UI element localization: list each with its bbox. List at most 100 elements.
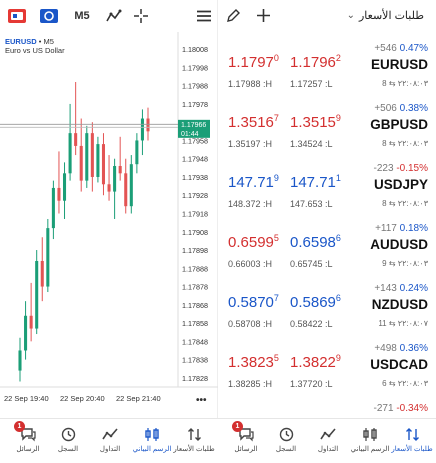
- candle-body: [113, 166, 117, 192]
- candle-body: [96, 144, 100, 177]
- time-axis-label: 22 Sep 20:40: [60, 394, 105, 403]
- quote-row-eurusd[interactable]: +546 0.47% EURUSD 8 ⇆ ٢٢:٠٨:٠٣ 1.17970 1…: [218, 38, 436, 98]
- change-points: +546: [374, 43, 397, 54]
- quote-meta: 8 ⇆ ٢٢:٠٨:٠٣: [382, 139, 428, 148]
- time-axis-label: 22 Sep 19:40: [4, 394, 49, 403]
- ask-price: 1.35159: [290, 113, 341, 131]
- quote-change: -223 -0.15%: [374, 163, 428, 174]
- ask-price: 0.58696: [290, 293, 341, 311]
- candles-icon: [360, 425, 380, 443]
- low-price: 147.653 :L: [290, 199, 333, 209]
- quote-meta: 9 ⇆ ٢٢:٠٨:٠٣: [382, 259, 428, 268]
- bid-main: 1.3823: [228, 354, 274, 371]
- notification-badge: 1: [232, 421, 243, 432]
- high-price: 1.17988 :H: [228, 79, 273, 89]
- price-axis-label: 1.17978: [182, 100, 208, 109]
- chart-timeframe: • M5: [36, 37, 54, 46]
- price-axis-label: 1.17888: [182, 264, 208, 273]
- candle-body: [140, 118, 144, 141]
- price-axis-label: 1.17898: [182, 246, 208, 255]
- bid-price: 0.58707: [228, 293, 279, 311]
- time-axis-label: 22 Sep 21:40: [116, 394, 161, 403]
- nav-quotes[interactable]: طلبات الأسعار: [391, 425, 433, 461]
- objects-icon[interactable]: [106, 6, 122, 26]
- ask-sup: 2: [335, 53, 341, 63]
- bid-price: 1.17970: [228, 53, 279, 71]
- symbol-flags-icon[interactable]: [8, 6, 26, 26]
- low-price: 1.17257 :L: [290, 79, 333, 89]
- change-points: +117: [375, 223, 397, 234]
- add-symbol-icon[interactable]: [256, 8, 271, 28]
- nav-chart[interactable]: الرسم البياني: [350, 425, 390, 461]
- quote-change: +143 0.24%: [374, 283, 428, 294]
- candle-body: [129, 164, 133, 207]
- high-price: 0.58708 :H: [228, 319, 273, 329]
- price-axis-label: 1.17948: [182, 155, 208, 164]
- candle-body: [146, 118, 150, 132]
- nav-history[interactable]: السجل: [48, 425, 88, 461]
- nav-quotes[interactable]: طلبات الأسعار: [173, 425, 215, 461]
- current-price-label: 1.17966: [181, 122, 206, 129]
- bid-sup: 7: [273, 113, 279, 123]
- ask-sup: 9: [335, 113, 341, 123]
- chat-icon: 1: [14, 421, 38, 443]
- candle-body: [62, 173, 67, 201]
- indicators-icon[interactable]: [40, 6, 58, 26]
- nav-label: طلبات الأسعار: [173, 446, 215, 453]
- trade-icon: [318, 425, 338, 443]
- nav-chart[interactable]: الرسم البياني: [132, 425, 172, 461]
- menu-icon[interactable]: [197, 6, 211, 26]
- quote-row-gbpusd[interactable]: +506 0.38% GBPUSD 8 ⇆ ٢٢:٠٨:٠٣ 1.35167 1…: [218, 98, 436, 158]
- nav-label: طلبات الأسعار: [391, 446, 433, 453]
- bottom-nav-right: 1 الرسائل السجل التداول الرسم البياني طل…: [218, 418, 436, 463]
- nav-messages[interactable]: 1 الرسائل: [226, 421, 266, 461]
- bid-main: 0.6599: [228, 234, 274, 251]
- nav-messages[interactable]: 1 الرسائل: [8, 421, 48, 461]
- timeframe-button[interactable]: M5: [70, 6, 94, 26]
- nav-trade[interactable]: التداول: [308, 425, 348, 461]
- nav-trade[interactable]: التداول: [90, 425, 130, 461]
- bid-sup: 5: [273, 233, 279, 243]
- quote-row-usdjpy[interactable]: -223 -0.15% USDJPY 8 ⇆ ٢٢:٠٨:٠٣ 147.719 …: [218, 158, 436, 218]
- quote-row-nzdusd[interactable]: +143 0.24% NZDUSD 11 ⇆ ٢٢:٠٨:٠٧ 0.58707 …: [218, 278, 436, 338]
- high-price: 0.66003 :H: [228, 259, 273, 269]
- chart-toolbar: M5: [0, 0, 218, 32]
- bid-price: 0.65995: [228, 233, 279, 251]
- candle-body: [107, 184, 111, 192]
- price-axis-label: 1.17878: [182, 283, 208, 292]
- change-points: -223: [373, 163, 394, 174]
- price-axis-label: 1.17838: [182, 356, 208, 365]
- ask-main: 0.6598: [290, 234, 336, 251]
- quote-change: +546 0.47%: [374, 43, 428, 54]
- ask-price: 147.711: [290, 173, 341, 191]
- history-icon: [276, 425, 296, 443]
- price-axis-label: 1.17828: [182, 374, 208, 383]
- quote-symbol: EURUSD: [370, 57, 428, 72]
- price-axis-label: 1.17988: [182, 82, 208, 91]
- quote-change: +117 0.18%: [375, 223, 428, 234]
- quote-row-audusd[interactable]: +117 0.18% AUDUSD 9 ⇆ ٢٢:٠٨:٠٣ 0.65995 0…: [218, 218, 436, 278]
- nav-history[interactable]: السجل: [266, 425, 306, 461]
- ask-main: 1.3515: [290, 114, 336, 131]
- trade-icon: [100, 425, 120, 443]
- price-chart[interactable]: EURUSD • M5 Euro vs US Dollar 1.18008 1.1…: [0, 32, 218, 410]
- price-axis-label: 1.17998: [182, 63, 208, 72]
- quotes-title-button[interactable]: ⌄ طلبات الأسعار: [347, 9, 424, 22]
- ask-price: 1.17962: [290, 53, 341, 71]
- timeframe-label: M5: [74, 10, 90, 22]
- quote-row-partial[interactable]: -271 -0.34%: [218, 398, 436, 418]
- bid-price: 1.35167: [228, 113, 279, 131]
- candle-body: [74, 133, 78, 146]
- quote-row-usdcad[interactable]: +498 0.36% USDCAD 6 ⇆ ٢٢:٠٨:٠٣ 1.38235 1…: [218, 338, 436, 398]
- crosshair-icon[interactable]: [134, 6, 148, 26]
- nav-label: السجل: [57, 446, 79, 453]
- edit-icon[interactable]: [226, 9, 240, 28]
- chart-symbol: EURUSD: [5, 37, 37, 46]
- nav-label: التداول: [317, 446, 339, 453]
- candle-body: [90, 133, 94, 177]
- low-price: 0.65745 :L: [290, 259, 333, 269]
- nav-label: الرسم البياني: [132, 446, 172, 453]
- ask-sup: 9: [335, 353, 341, 363]
- quote-change: -271 -0.34%: [374, 403, 428, 414]
